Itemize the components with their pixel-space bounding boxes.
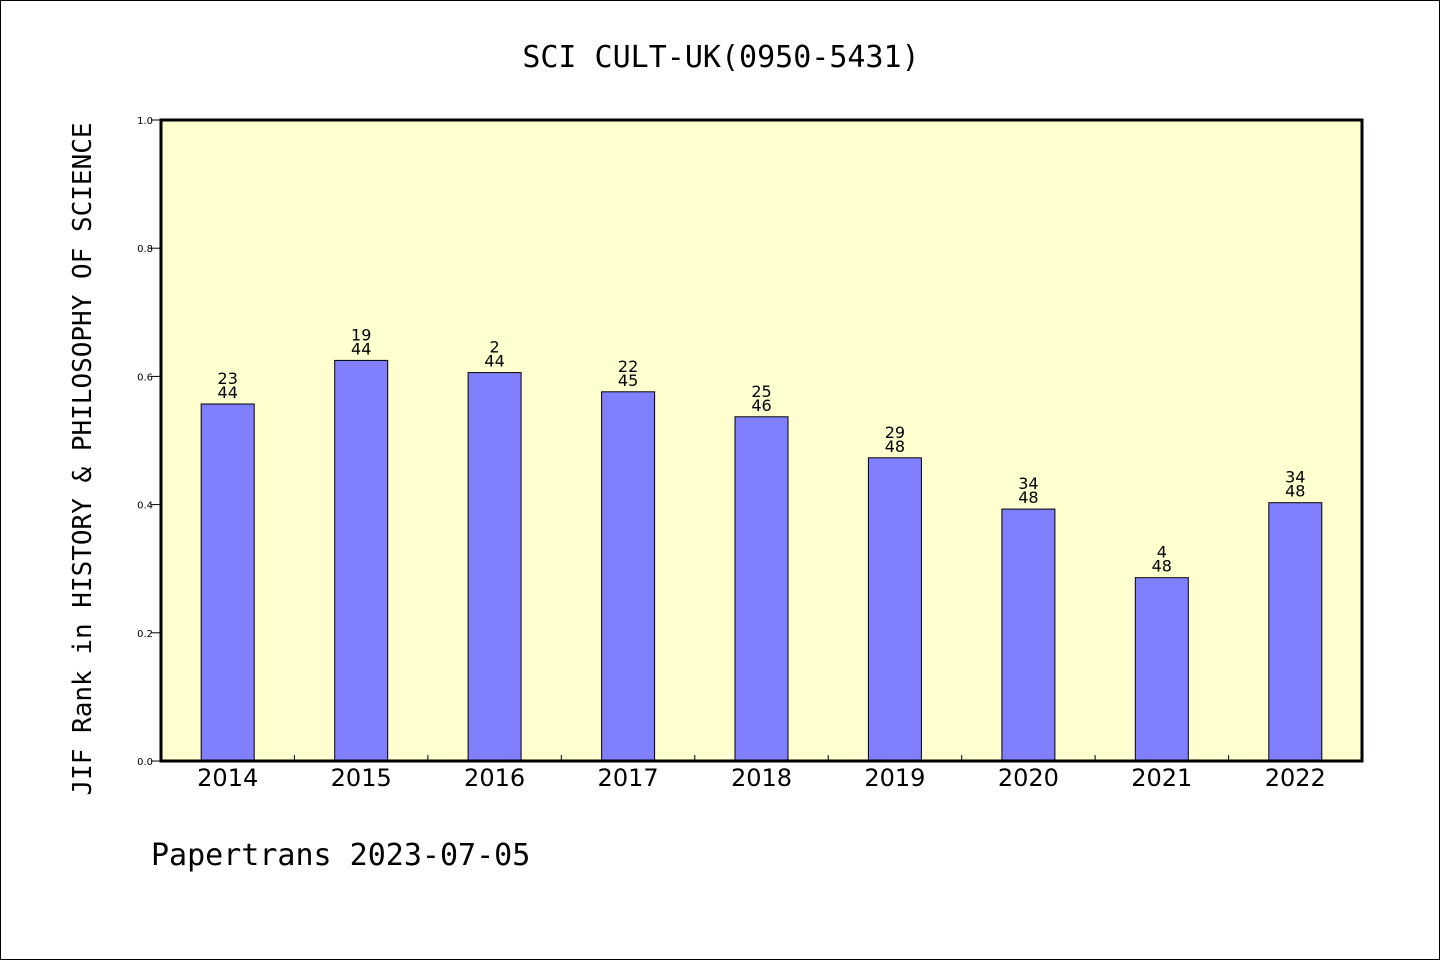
y-tick-label-0.0: 0.0 [137, 757, 153, 768]
footer-text: Papertrans 2023-07-05 [151, 838, 530, 873]
rank-label-2018: 25 [751, 382, 771, 401]
bar-2014 [200, 403, 255, 762]
bars-group [200, 359, 1323, 762]
y-tick-label-0.2: 0.2 [137, 629, 153, 640]
total-label-2017: 45 [618, 371, 638, 390]
rank-label-2016: 2 [490, 338, 500, 357]
total-label-2019: 48 [885, 437, 905, 456]
x-tick-label-2014: 2014 [197, 764, 258, 792]
total-label-2014: 44 [218, 383, 238, 402]
x-tick-label-2020: 2020 [998, 764, 1059, 792]
x-axis-ticks: 2014 2015 2016 2017 2018 2019 2020 2021 2022 [197, 755, 1326, 792]
bar-2018 [734, 416, 789, 762]
total-label-2018: 46 [751, 396, 771, 415]
rank-label-2021: 4 [1157, 543, 1167, 562]
bar-2021 [1134, 577, 1189, 762]
x-tick-label-2016: 2016 [464, 764, 525, 792]
y-axis-ticks: 0.0 0.2 0.4 0.6 0.8 1.0 [137, 116, 161, 768]
x-tick-label-2017: 2017 [598, 764, 659, 792]
x-tick-label-2022: 2022 [1265, 764, 1326, 792]
bar-2017 [601, 391, 656, 762]
total-label-2020: 48 [1018, 488, 1038, 507]
rank-label-2015: 19 [351, 325, 371, 344]
rank-label-2022: 34 [1285, 468, 1305, 487]
x-tick-label-2015: 2015 [331, 764, 392, 792]
bar-2016 [467, 372, 522, 762]
y-axis-label: JIF Rank in HISTORY & PHILOSOPHY OF SCIE… [68, 122, 98, 795]
rank-label-2020: 34 [1018, 474, 1038, 493]
y-tick-label-0.8: 0.8 [137, 244, 153, 255]
rank-label-2014: 23 [218, 369, 238, 388]
y-tick-label-0.4: 0.4 [137, 501, 153, 512]
rank-label-2017: 22 [618, 357, 638, 376]
chart-title: SCI CULT-UK(0950-5431) [522, 40, 919, 75]
x-tick-label-2018: 2018 [731, 764, 792, 792]
y-tick-label-0.6: 0.6 [137, 372, 153, 383]
bar-2020 [1001, 508, 1056, 762]
bar-2019 [867, 457, 922, 762]
total-label-2022: 48 [1285, 482, 1305, 501]
bar-2015 [334, 359, 389, 762]
total-label-2015: 44 [351, 339, 371, 358]
bar-2022 [1268, 502, 1323, 762]
total-label-2021: 48 [1152, 557, 1172, 576]
rank-label-2019: 29 [885, 423, 905, 442]
y-tick-label-1.0: 1.0 [137, 116, 153, 127]
plot-border [159, 118, 1364, 763]
x-tick-label-2021: 2021 [1131, 764, 1192, 792]
total-label-2016: 44 [484, 352, 504, 371]
x-tick-label-2019: 2019 [864, 764, 925, 792]
